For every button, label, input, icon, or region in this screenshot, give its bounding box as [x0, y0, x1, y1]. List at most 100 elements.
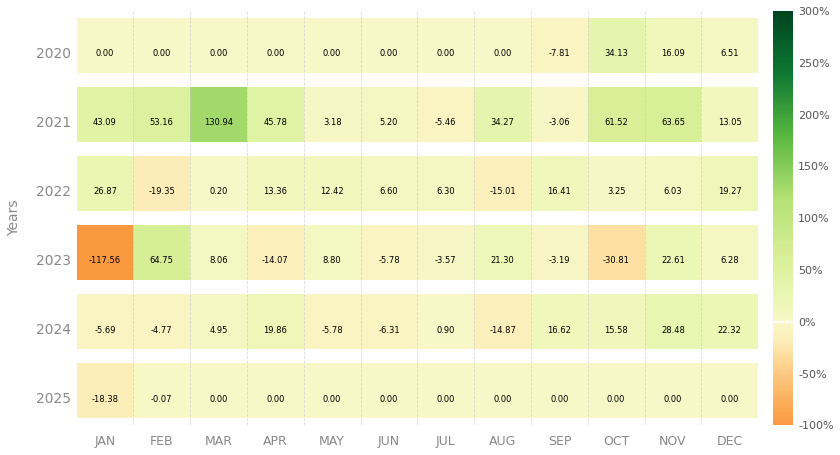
Text: 0.00: 0.00 [323, 49, 341, 58]
Bar [531, 225, 588, 280]
Y-axis label: Years: Years [7, 200, 21, 237]
Text: 2025: 2025 [36, 392, 71, 406]
Text: 6.28: 6.28 [721, 257, 739, 265]
Bar [360, 156, 417, 211]
Text: 34.27: 34.27 [491, 118, 514, 127]
Bar [76, 18, 134, 73]
Bar [247, 363, 304, 419]
Bar [474, 87, 531, 142]
Text: -14.87: -14.87 [489, 325, 516, 334]
Text: -5.69: -5.69 [94, 325, 116, 334]
Bar [134, 18, 190, 73]
Bar [304, 294, 360, 349]
Bar [76, 156, 134, 211]
Text: 16.41: 16.41 [548, 187, 571, 197]
Text: 63.65: 63.65 [661, 118, 685, 127]
Text: 0.00: 0.00 [323, 394, 341, 404]
Text: -6.31: -6.31 [378, 325, 400, 334]
Bar [134, 363, 190, 419]
Text: 28.48: 28.48 [661, 325, 685, 334]
Bar [417, 225, 474, 280]
Bar [76, 363, 134, 419]
Bar [531, 294, 588, 349]
Text: 0.00: 0.00 [664, 394, 682, 404]
Bar [76, 225, 134, 280]
Bar [360, 87, 417, 142]
Bar [644, 18, 701, 73]
Text: -15.01: -15.01 [489, 187, 516, 197]
Text: 0.20: 0.20 [209, 187, 228, 197]
Bar [417, 294, 474, 349]
Bar [417, 156, 474, 211]
Bar [190, 156, 247, 211]
Text: -0.07: -0.07 [151, 394, 172, 404]
Bar [417, 87, 474, 142]
Text: 0.00: 0.00 [493, 394, 512, 404]
Text: 8.06: 8.06 [209, 257, 228, 265]
Text: 130.94: 130.94 [204, 118, 233, 127]
Text: 19.86: 19.86 [264, 325, 287, 334]
Text: 8.80: 8.80 [323, 257, 341, 265]
Bar [474, 18, 531, 73]
Text: 0.00: 0.00 [209, 49, 228, 58]
Text: -117.56: -117.56 [89, 257, 121, 265]
Text: -5.78: -5.78 [378, 257, 400, 265]
Bar [531, 363, 588, 419]
Text: 6.30: 6.30 [437, 187, 455, 197]
Text: 0.00: 0.00 [380, 49, 398, 58]
Bar [701, 87, 759, 142]
Text: 0.00: 0.00 [437, 49, 455, 58]
Bar [304, 156, 360, 211]
Text: 3.18: 3.18 [323, 118, 341, 127]
Bar [701, 363, 759, 419]
Text: 6.51: 6.51 [721, 49, 739, 58]
Text: -5.78: -5.78 [322, 325, 343, 334]
Bar [134, 225, 190, 280]
Text: 13.05: 13.05 [718, 118, 742, 127]
Bar [304, 363, 360, 419]
Bar [247, 18, 304, 73]
Text: 5.20: 5.20 [380, 118, 398, 127]
Bar [588, 156, 644, 211]
Text: 0.00: 0.00 [96, 49, 114, 58]
Text: 22.61: 22.61 [661, 257, 685, 265]
Bar [134, 156, 190, 211]
Bar [304, 18, 360, 73]
Bar [360, 294, 417, 349]
Text: 0.00: 0.00 [209, 394, 228, 404]
Text: 16.62: 16.62 [548, 325, 571, 334]
Text: 64.75: 64.75 [150, 257, 174, 265]
Bar [588, 225, 644, 280]
Bar [304, 225, 360, 280]
Bar [701, 18, 759, 73]
Text: 15.58: 15.58 [604, 325, 628, 334]
Text: -14.07: -14.07 [262, 257, 289, 265]
Text: -3.06: -3.06 [549, 118, 570, 127]
Text: 22.32: 22.32 [718, 325, 742, 334]
Text: 13.36: 13.36 [263, 187, 287, 197]
Text: -7.81: -7.81 [549, 49, 570, 58]
Bar [76, 294, 134, 349]
Bar [134, 294, 190, 349]
Bar [588, 294, 644, 349]
Text: -3.57: -3.57 [435, 257, 457, 265]
Text: 2020: 2020 [36, 47, 71, 61]
Bar [474, 156, 531, 211]
Text: 0.90: 0.90 [437, 325, 455, 334]
Bar [247, 87, 304, 142]
Text: 12.42: 12.42 [320, 187, 344, 197]
Bar [190, 225, 247, 280]
Text: 3.25: 3.25 [607, 187, 626, 197]
Bar [644, 156, 701, 211]
Bar [247, 225, 304, 280]
Bar [304, 87, 360, 142]
Bar [190, 363, 247, 419]
Text: 45.78: 45.78 [264, 118, 287, 127]
Text: -30.81: -30.81 [603, 257, 630, 265]
Bar [588, 87, 644, 142]
Bar [134, 87, 190, 142]
Text: 0.00: 0.00 [266, 394, 285, 404]
Text: 0.00: 0.00 [380, 394, 398, 404]
Text: 21.30: 21.30 [491, 257, 514, 265]
Text: -18.38: -18.38 [92, 394, 118, 404]
